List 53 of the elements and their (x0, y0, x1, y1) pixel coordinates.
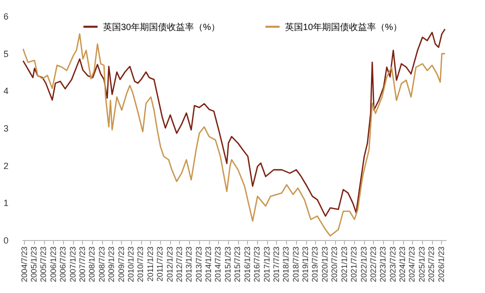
x-tick-label: 2012/1/23 (165, 246, 174, 282)
x-tick-label: 2015/1/23 (224, 246, 232, 282)
x-tick-label: 2017/1/23 (262, 246, 272, 282)
x-tick-label: 2006/1/23 (48, 246, 58, 282)
x-tick-label: 2024/7/23 (408, 246, 417, 282)
x-tick-label: 2022/7/23 (368, 246, 378, 282)
legend-label: 英国10年期国债收益率（%） (285, 22, 402, 32)
x-tick-label: 2010/7/23 (136, 246, 146, 282)
x-tick-label: 2010/1/23 (126, 246, 136, 282)
x-tick-label: 2023/1/23 (378, 246, 388, 282)
x-tick-label: 2005/7/23 (39, 246, 48, 282)
x-tick-label: 2013/7/23 (194, 246, 204, 282)
x-tick-label: 2007/7/23 (78, 246, 87, 282)
legend-label: 英国30年期国债收益率（%） (103, 22, 220, 32)
x-tick-label: 2021/7/23 (350, 246, 359, 282)
x-tick-label: 2023/7/23 (388, 246, 398, 282)
x-tick-label: 2018/7/23 (291, 246, 300, 282)
x-tick-label: 2026/1/23 (436, 246, 446, 282)
y-tick-label: 1 (3, 198, 8, 208)
x-tick-label: 2008/1/23 (88, 246, 97, 282)
x-tick-label: 2011/1/23 (146, 246, 155, 282)
x-tick-label: 2009/7/23 (116, 246, 126, 282)
y-tick-label: 0 (3, 236, 8, 246)
x-tick-label: 2022/1/23 (359, 246, 368, 282)
x-tick-label: 2008/7/23 (97, 246, 106, 282)
x-tick-label: 2007/1/23 (68, 246, 78, 282)
x-tick-label: 2009/1/23 (107, 246, 116, 282)
y-tick-label: 4 (3, 86, 8, 96)
x-tick-label: 2005/1/23 (30, 246, 39, 282)
y-tick-label: 3 (3, 124, 8, 134)
x-tick-label: 2004/7/23 (20, 246, 29, 282)
x-tick-label: 2017/7/23 (272, 246, 281, 282)
x-tick-label: 2025/7/23 (427, 246, 436, 282)
x-tick-label: 2020/7/23 (330, 246, 340, 282)
y-tick-label: 5 (3, 48, 8, 59)
x-tick-label: 2016/7/23 (252, 246, 262, 282)
x-tick-label: 2015/7/23 (233, 246, 242, 282)
y-tick-label: 6 (3, 12, 8, 22)
x-tick-label: 2016/1/23 (242, 246, 252, 282)
x-tick-label: 2019/1/23 (301, 246, 310, 282)
x-tick-label: 2014/1/23 (204, 246, 214, 282)
x-tick-label: 2014/7/23 (214, 246, 223, 282)
x-tick-label: 2006/7/23 (58, 246, 68, 282)
x-tick-label: 2021/1/23 (340, 246, 349, 282)
x-tick-label: 2025/1/23 (417, 246, 426, 282)
x-tick-label: 2013/1/23 (184, 246, 194, 282)
y-tick-label: 2 (3, 160, 8, 171)
x-tick-label: 2024/1/23 (398, 246, 408, 282)
x-tick-label: 2012/7/23 (174, 246, 184, 282)
x-tick-label: 2020/1/23 (320, 246, 330, 282)
x-tick-label: 2011/7/23 (156, 246, 165, 282)
x-tick-label: 2018/1/23 (282, 246, 291, 282)
x-tick-label: 2019/7/23 (310, 246, 320, 282)
